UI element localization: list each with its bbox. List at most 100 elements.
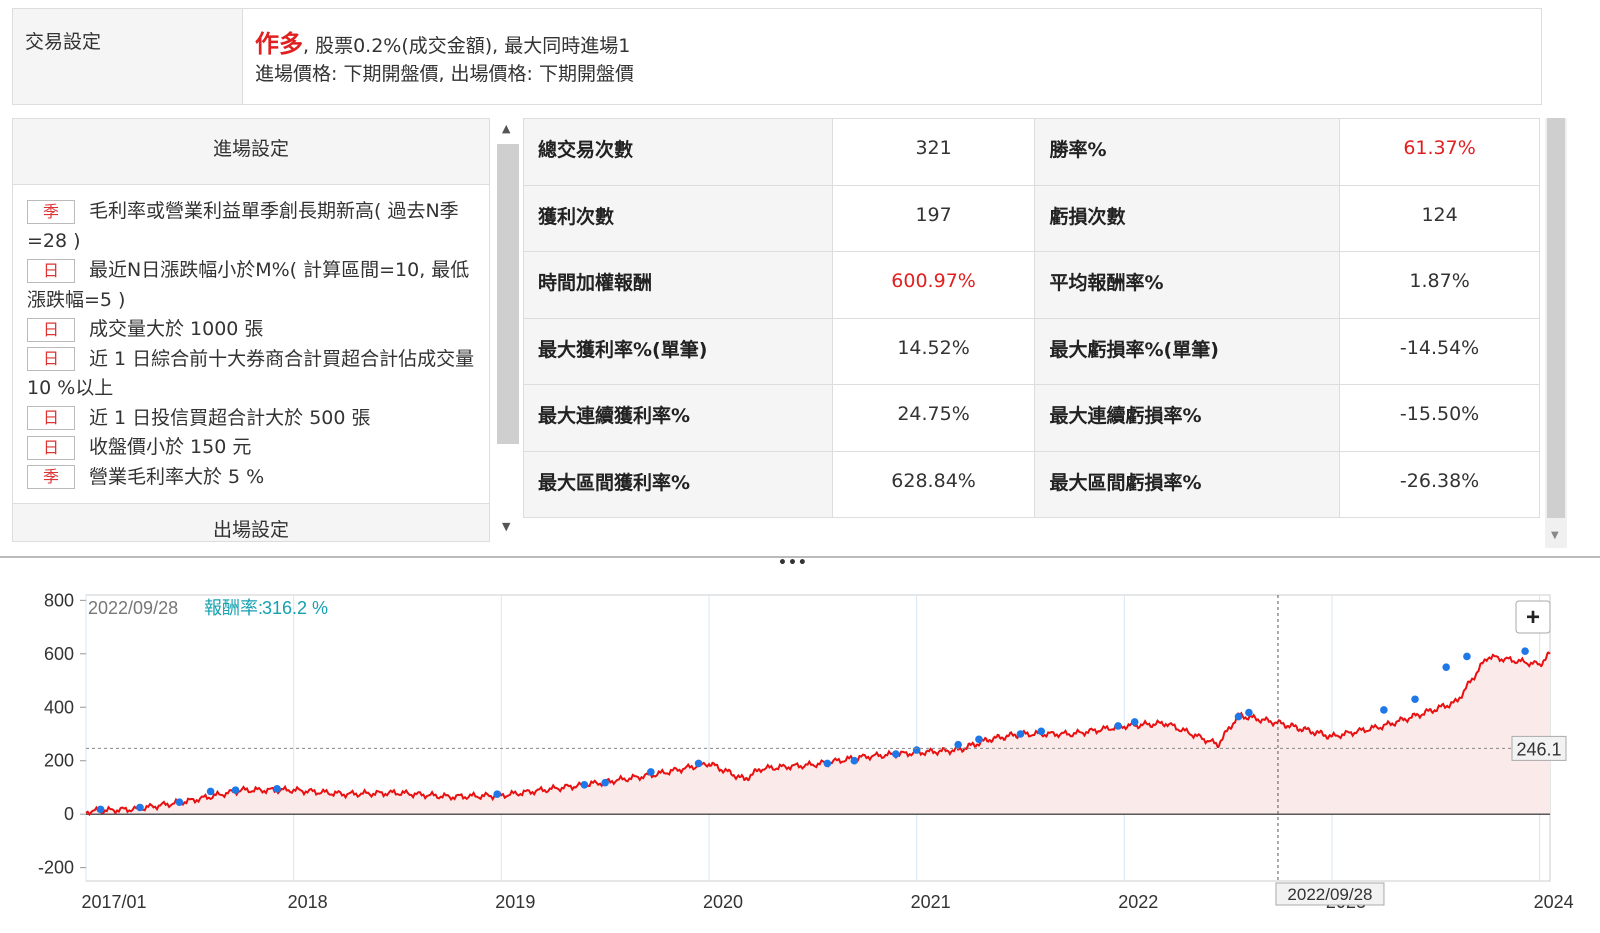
scroll-down-arrow-icon[interactable]: ▼ <box>502 520 511 533</box>
trade-marker[interactable] <box>1016 730 1025 738</box>
trade-marker[interactable] <box>1463 652 1471 661</box>
trade-marker[interactable] <box>1234 712 1243 721</box>
condition-period-tag: 日 <box>27 258 75 283</box>
y-tick-label: 200 <box>44 751 74 771</box>
trade-marker[interactable] <box>206 787 215 796</box>
entry-panel-scrollbar[interactable]: ▲ ▼ <box>495 118 521 542</box>
hover-date: 2022/09/28 <box>88 598 178 618</box>
stat-label: 最大獲利率%(單筆) <box>523 317 833 385</box>
trade-marker[interactable] <box>580 780 589 789</box>
trade-marker[interactable] <box>1380 706 1388 714</box>
trade-marker[interactable] <box>954 740 962 749</box>
condition-text: 成交量大於 1000 張 <box>89 318 264 340</box>
trade-settings-line1: , 股票0.2%(成交金額), 最大同時進場1 <box>303 35 631 57</box>
equity-area <box>86 652 1550 815</box>
trade-marker[interactable] <box>1114 722 1122 730</box>
stat-label: 虧損次數 <box>1034 184 1341 252</box>
entry-settings-panel: 進場設定 季毛利率或營業利益單季創長期新高( 過去N季=28 ) 日最近N日漲跌幅… <box>12 118 490 542</box>
scroll-up-arrow-icon[interactable]: ▲ <box>502 122 511 135</box>
trade-marker[interactable] <box>136 803 144 812</box>
stat-value: -26.38% <box>1339 450 1540 518</box>
trade-marker[interactable] <box>1245 708 1253 717</box>
condition-text: 營業毛利率大於 5 % <box>89 465 265 488</box>
trade-marker[interactable] <box>823 759 832 768</box>
stats-row: 總交易次數 321 勝率% 61.37% <box>523 118 1540 186</box>
x-tick-label: 2022 <box>1118 892 1158 912</box>
x-tick-label: 2021 <box>911 892 951 912</box>
trade-marker[interactable] <box>892 750 900 758</box>
condition-text: 毛利率或營業利益單季創長期新高( 過去N季=28 ) <box>27 200 459 252</box>
stat-value: 14.52% <box>831 317 1036 385</box>
condition-period-tag: 日 <box>27 317 75 342</box>
x-tick-label: 2018 <box>288 892 328 912</box>
zoom-button[interactable] <box>1515 600 1551 634</box>
y-tick-label: 600 <box>44 644 74 664</box>
condition-period-tag: 季 <box>27 199 75 224</box>
hover-return-label: 報酬率: <box>204 598 263 618</box>
entry-condition: 季營業毛利率大於 5 % <box>27 463 475 493</box>
trade-marker[interactable] <box>912 746 921 754</box>
trade-marker[interactable] <box>975 735 983 744</box>
y-tick-label: -200 <box>38 858 74 878</box>
x-tick-label: 2024 <box>1534 892 1574 912</box>
y-tick-label: 0 <box>64 804 74 824</box>
entry-condition: 日近 1 日綜合前十大券商合計買超合計佔成交量 10 %以上 <box>27 345 475 404</box>
stat-label: 勝率% <box>1034 118 1341 186</box>
stat-label: 最大虧損率%(單筆) <box>1034 317 1341 385</box>
trade-marker[interactable] <box>273 784 281 793</box>
page-scroll-thumb[interactable] <box>1547 118 1565 518</box>
stat-value: 197 <box>831 184 1036 252</box>
entry-conditions-list: 季毛利率或營業利益單季創長期新高( 過去N季=28 ) 日最近N日漲跌幅小於M%(… <box>13 185 489 504</box>
pane-splitter[interactable] <box>0 556 1600 558</box>
stats-row: 時間加權報酬 600.97% 平均報酬率% 1.87% <box>523 251 1540 319</box>
trade-marker[interactable] <box>175 798 184 806</box>
page-scrollbar[interactable]: ▼ <box>1545 118 1567 548</box>
entry-condition: 日收盤價小於 150 元 <box>27 433 475 463</box>
zoom-plus-icon[interactable]: + <box>1526 604 1540 631</box>
trade-settings-value: 作多, 股票0.2%(成交金額), 最大同時進場1 進場價格: 下期開盤價, 出… <box>243 9 646 104</box>
entry-condition: 季毛利率或營業利益單季創長期新高( 過去N季=28 ) <box>27 197 475 256</box>
splitter-handle-icon[interactable]: ••• <box>778 555 808 571</box>
condition-text: 最近N日漲跌幅小於M%( 計算區間=10, 最低漲跌幅=5 ) <box>27 259 470 311</box>
trade-marker[interactable] <box>850 756 859 765</box>
trade-marker[interactable] <box>1037 727 1046 736</box>
trade-marker[interactable] <box>647 768 655 776</box>
trade-marker[interactable] <box>1130 718 1139 726</box>
entry-settings-title: 進場設定 <box>13 119 489 185</box>
trade-marker[interactable] <box>1521 647 1529 655</box>
condition-period-tag: 季 <box>27 465 75 489</box>
entry-condition: 日成交量大於 1000 張 <box>27 315 475 345</box>
stat-label: 最大區間虧損率% <box>1034 450 1341 518</box>
trade-marker[interactable] <box>493 790 501 798</box>
condition-period-tag: 日 <box>27 347 75 371</box>
page-scroll-down-icon[interactable]: ▼ <box>1551 530 1559 541</box>
condition-text: 近 1 日投信買超合計大於 500 張 <box>89 406 371 429</box>
x-tick-label: 2017/01 <box>81 892 146 912</box>
trade-settings-label: 交易設定 <box>13 9 243 104</box>
x-tick-label: 2019 <box>495 892 535 912</box>
stat-label: 獲利次數 <box>523 184 833 252</box>
entry-condition: 日最近N日漲跌幅小於M%( 計算區間=10, 最低漲跌幅=5 ) <box>27 256 475 315</box>
trade-marker[interactable] <box>601 778 609 787</box>
trade-marker[interactable] <box>1442 663 1450 671</box>
condition-period-tag: 日 <box>27 406 75 430</box>
stat-label: 最大區間獲利率% <box>523 450 833 518</box>
y-tick-label: 400 <box>44 697 74 717</box>
stats-row: 獲利次數 197 虧損次數 124 <box>523 184 1540 252</box>
trade-marker[interactable] <box>694 759 703 768</box>
condition-period-tag: 日 <box>27 435 75 460</box>
trade-marker[interactable] <box>231 786 240 794</box>
stats-table: 總交易次數 321 勝率% 61.37% 獲利次數 197 虧損次數 124 時間加權報酬 600… <box>523 118 1540 518</box>
condition-text: 收盤價小於 150 元 <box>89 436 252 458</box>
equity-chart[interactable]: 2017/01201820192020202120222023202480060… <box>0 565 1600 933</box>
x-tick-label: 2020 <box>703 892 743 912</box>
exit-settings-title[interactable]: 出場設定 <box>13 503 489 541</box>
trade-marker[interactable] <box>96 805 105 814</box>
trade-marker[interactable] <box>1411 695 1419 704</box>
crosshair-y-label: 246.1 <box>1516 739 1561 759</box>
stat-value: 1.87% <box>1339 251 1540 319</box>
crosshair-x-label: 2022/09/28 <box>1287 885 1372 904</box>
stats-row: 最大獲利率%(單筆) 14.52% 最大虧損率%(單筆) -14.54% <box>523 317 1540 385</box>
scroll-thumb[interactable] <box>497 144 519 444</box>
crosshair-y-box <box>1511 735 1567 761</box>
